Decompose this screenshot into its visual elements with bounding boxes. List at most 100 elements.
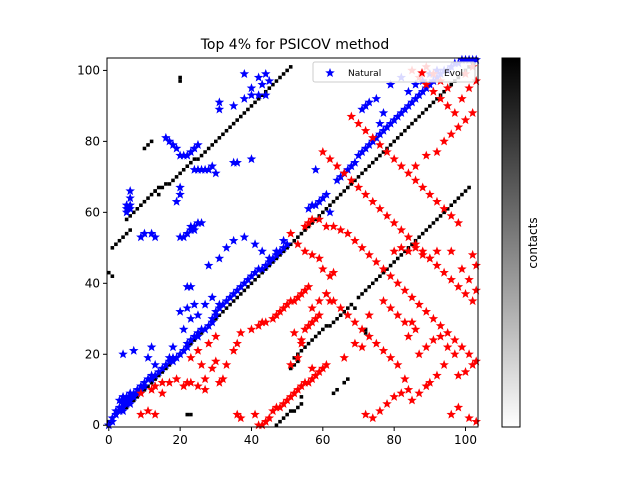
evol-point (236, 327, 246, 338)
natural-point (253, 264, 264, 274)
contact-cell (285, 412, 289, 417)
contact-cell (260, 93, 264, 98)
plot-frame (106, 57, 479, 428)
evol-point (285, 391, 296, 401)
natural-point (360, 143, 371, 153)
natural-point (410, 93, 421, 103)
evol-point (446, 129, 456, 139)
evol-point (285, 359, 296, 369)
contact-cell (203, 150, 207, 154)
evol-point (450, 349, 460, 359)
natural-point (186, 335, 196, 345)
natural-point (471, 54, 481, 64)
natural-point (118, 402, 128, 412)
natural-point (243, 274, 253, 284)
evol-point (171, 374, 182, 384)
evol-point (343, 310, 353, 320)
evol-point (136, 388, 146, 398)
natural-point (346, 161, 357, 171)
contact-cell (156, 185, 161, 190)
natural-point (321, 189, 332, 199)
natural-point (239, 93, 250, 103)
contact-cell (346, 185, 350, 190)
contact-cell (110, 274, 115, 278)
natural-point (125, 395, 135, 405)
contact-cell (374, 277, 379, 282)
natural-point (189, 331, 200, 341)
natural-point (186, 221, 196, 231)
natural-point (125, 193, 135, 203)
natural-point (193, 327, 203, 338)
natural-point (186, 225, 196, 235)
contact-cell (413, 118, 418, 122)
contact-cell (395, 256, 400, 261)
natural-point (214, 253, 225, 263)
contact-cell (128, 214, 132, 218)
natural-point (186, 147, 196, 157)
natural-point (118, 398, 128, 408)
contact-cell (449, 82, 454, 87)
evol-point (178, 381, 189, 391)
evol-point (421, 150, 432, 160)
evol-point (371, 338, 382, 348)
contact-cell (331, 391, 336, 396)
contact-cell (149, 192, 154, 197)
contact-cell (292, 363, 297, 367)
evol-point (182, 377, 193, 387)
evol-point (268, 313, 278, 323)
evol-point (321, 221, 332, 231)
contact-cell (306, 224, 311, 229)
evol-point (425, 189, 435, 199)
natural-point (193, 331, 203, 341)
natural-point (410, 79, 421, 89)
contact-cell (417, 235, 421, 239)
contact-cell (363, 327, 368, 332)
contact-cell (128, 228, 132, 232)
evol-point (303, 320, 314, 330)
contact-cell (331, 199, 336, 204)
contact-cell (420, 111, 425, 115)
natural-point (118, 406, 128, 416)
evol-point (417, 249, 428, 259)
evol-point (432, 147, 442, 157)
evol-point (403, 246, 414, 256)
contact-cell (160, 370, 165, 374)
natural-point (146, 374, 157, 384)
natural-point (389, 115, 399, 125)
evol-point (271, 402, 282, 412)
evol-point (346, 111, 357, 121)
natural-point (378, 108, 389, 118)
evol-point (400, 285, 410, 295)
evol-point (382, 147, 392, 157)
natural-point (257, 246, 267, 256)
contact-cell (110, 246, 115, 250)
contact-cell (249, 104, 254, 108)
evol-point (200, 384, 210, 394)
natural-point (357, 147, 367, 157)
contact-cell (235, 295, 239, 300)
contact-cell (231, 299, 236, 303)
contact-cell (395, 136, 400, 140)
contact-cell (303, 345, 307, 349)
natural-point (207, 161, 217, 171)
evol-point (353, 182, 364, 192)
evol-point (414, 388, 424, 398)
natural-point (193, 217, 203, 228)
evol-point (446, 274, 456, 284)
evol-point (157, 388, 168, 398)
contact-cell (189, 341, 193, 346)
evol-point (385, 352, 396, 362)
contact-cell (124, 231, 129, 236)
evol-point (271, 310, 282, 320)
evol-point (310, 313, 321, 323)
contact-cell (288, 366, 293, 371)
contact-cell (231, 121, 236, 126)
contact-cell (238, 292, 243, 296)
contact-cell (228, 125, 232, 129)
evol-point (300, 285, 310, 295)
contact-cell (349, 182, 354, 186)
evol-point (360, 189, 371, 199)
contact-cell (288, 242, 293, 247)
evol-point (471, 356, 481, 366)
natural-point (114, 402, 125, 412)
